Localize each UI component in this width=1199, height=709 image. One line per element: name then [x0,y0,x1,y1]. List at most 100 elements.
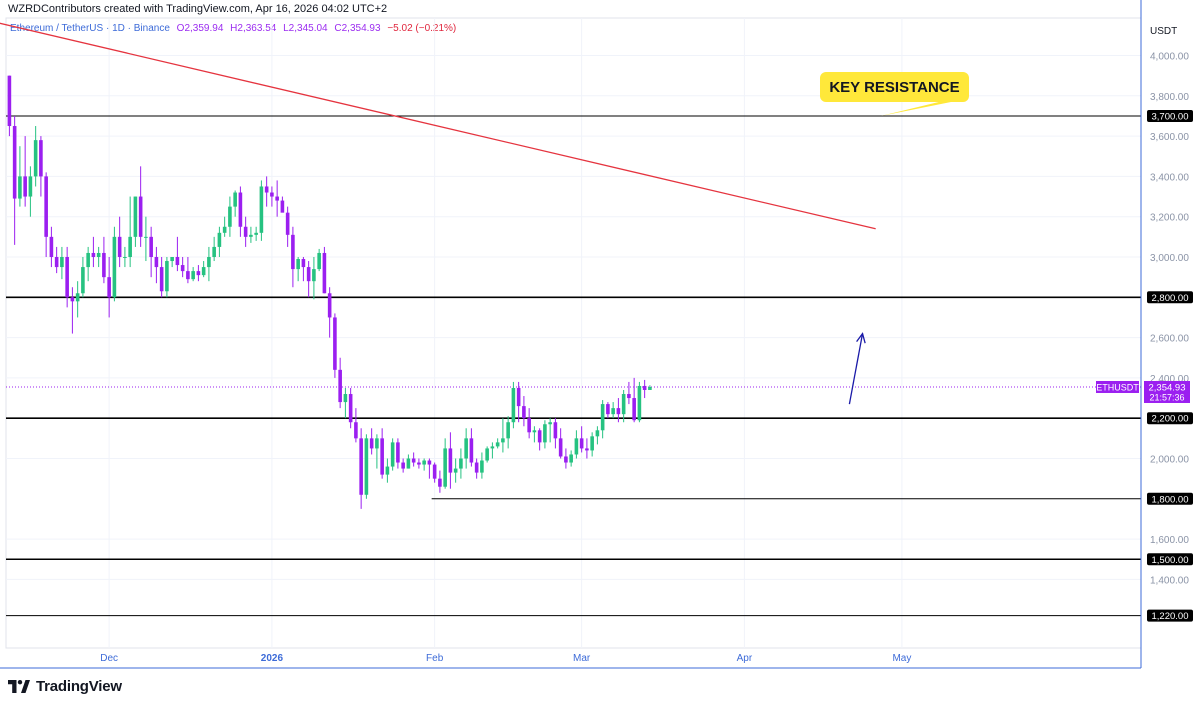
plot-frame [5,17,1142,649]
candle-body [401,462,405,469]
candle-body [275,196,279,201]
candle-body [117,236,122,257]
callout-text: KEY RESISTANCE [829,79,959,96]
candle-body [12,126,17,199]
level-price-label: 2,200.00 [1152,414,1189,425]
candle-body [60,257,64,268]
time-tick-label: 2026 [261,653,284,664]
candle-body [348,394,353,423]
candle-body [485,448,489,461]
candle-body [611,408,615,415]
candle-body [217,232,222,247]
candle-body [417,462,421,465]
projection-arrow[interactable] [848,333,864,405]
candle-body [506,422,510,439]
candle-body [243,226,248,237]
candle-body [112,236,117,298]
candle-body [411,458,416,463]
candle-body [600,404,605,431]
price-axis[interactable]: USDT 1,400.00 1,600.00 2,000.00 2,200.00 2,40… [1096,0,1193,668]
candle-body [70,297,75,302]
candle-body [543,424,547,443]
candle-body [186,271,190,280]
candle-body [65,257,69,298]
price-tick-label: 1,400.00 [1150,575,1189,586]
candle-body [33,140,38,177]
candle-body [443,448,447,487]
candle-body [322,252,327,294]
candle-body [432,464,437,479]
candle-body [81,267,85,294]
annotations: KEY RESISTANCE [0,0,969,405]
candle-body [180,265,185,272]
symbol-badge-label: ETHUSDT [1096,382,1139,392]
candle-body [154,257,159,268]
price-tick-label: 4,000.00 [1150,52,1189,63]
candle-body [469,438,474,463]
candle-body [296,259,300,270]
candle-body [280,200,285,213]
candle-body [207,257,211,268]
time-axis[interactable]: Dec 2026 Feb Mar Apr May [0,653,1141,669]
candle-body [312,269,316,282]
price-tick-label: 2,000.00 [1150,455,1189,466]
arrow-head-icon [856,332,866,344]
tradingview-brand[interactable]: TradingView [8,678,122,695]
candle-body [165,261,169,292]
candle-body [327,293,332,318]
candle-body [123,257,127,258]
open-value: O2,359.94 [176,23,224,34]
candle-body [590,436,594,451]
candle-body [354,422,358,439]
descending-trendline[interactable] [0,0,876,230]
candle-body [375,438,379,449]
candle-body [464,438,468,459]
time-tick-label: May [892,653,911,664]
level-price-badge [1147,553,1193,566]
candle-body [333,317,337,370]
level-price-label: 1,500.00 [1152,555,1189,566]
candle-body [96,252,101,257]
candle-body [385,466,390,475]
candle-body [522,406,526,419]
candle-body [138,196,143,237]
candle-body [343,394,348,403]
current-price-label: 2,354.93 [1149,382,1186,393]
price-tick-label: 3,400.00 [1150,172,1189,183]
symbol-name[interactable]: Ethereum / TetherUS · 1D · Binance [10,23,170,34]
time-tick-label: Feb [426,653,444,664]
candle-body [606,404,610,415]
level-price-badge [1147,609,1193,622]
time-tick-label: Mar [573,653,591,664]
candle-body [637,385,642,421]
current-price-badge [1144,380,1190,403]
candle-body [39,140,43,177]
candle-body [627,394,631,399]
close-value: C2,354.93 [334,23,381,34]
candle-body [595,430,600,437]
candle-body [291,234,295,270]
candle-body [128,236,132,257]
candle-body [201,267,206,276]
candle-body [196,271,201,276]
price-tick-label: 3,200.00 [1150,213,1189,224]
time-tick-label: Dec [100,653,118,664]
candle-body [49,236,54,257]
candle-body [427,460,432,465]
candle-body [369,438,374,449]
candle-body [102,252,106,278]
candle-body [175,257,180,266]
candle-body [574,438,579,455]
candle-body [228,206,232,227]
key-resistance-callout[interactable] [820,72,969,102]
brand-name: TradingView [36,678,122,695]
candle-body [107,277,111,298]
level-price-badge [1147,109,1193,122]
high-value: H2,363.54 [230,23,277,34]
candle-body [564,456,568,463]
candle-body [18,176,22,199]
change-value: −5.02 (−0.21%) [387,23,457,34]
candle-body [170,257,174,262]
candle-body [144,236,148,238]
